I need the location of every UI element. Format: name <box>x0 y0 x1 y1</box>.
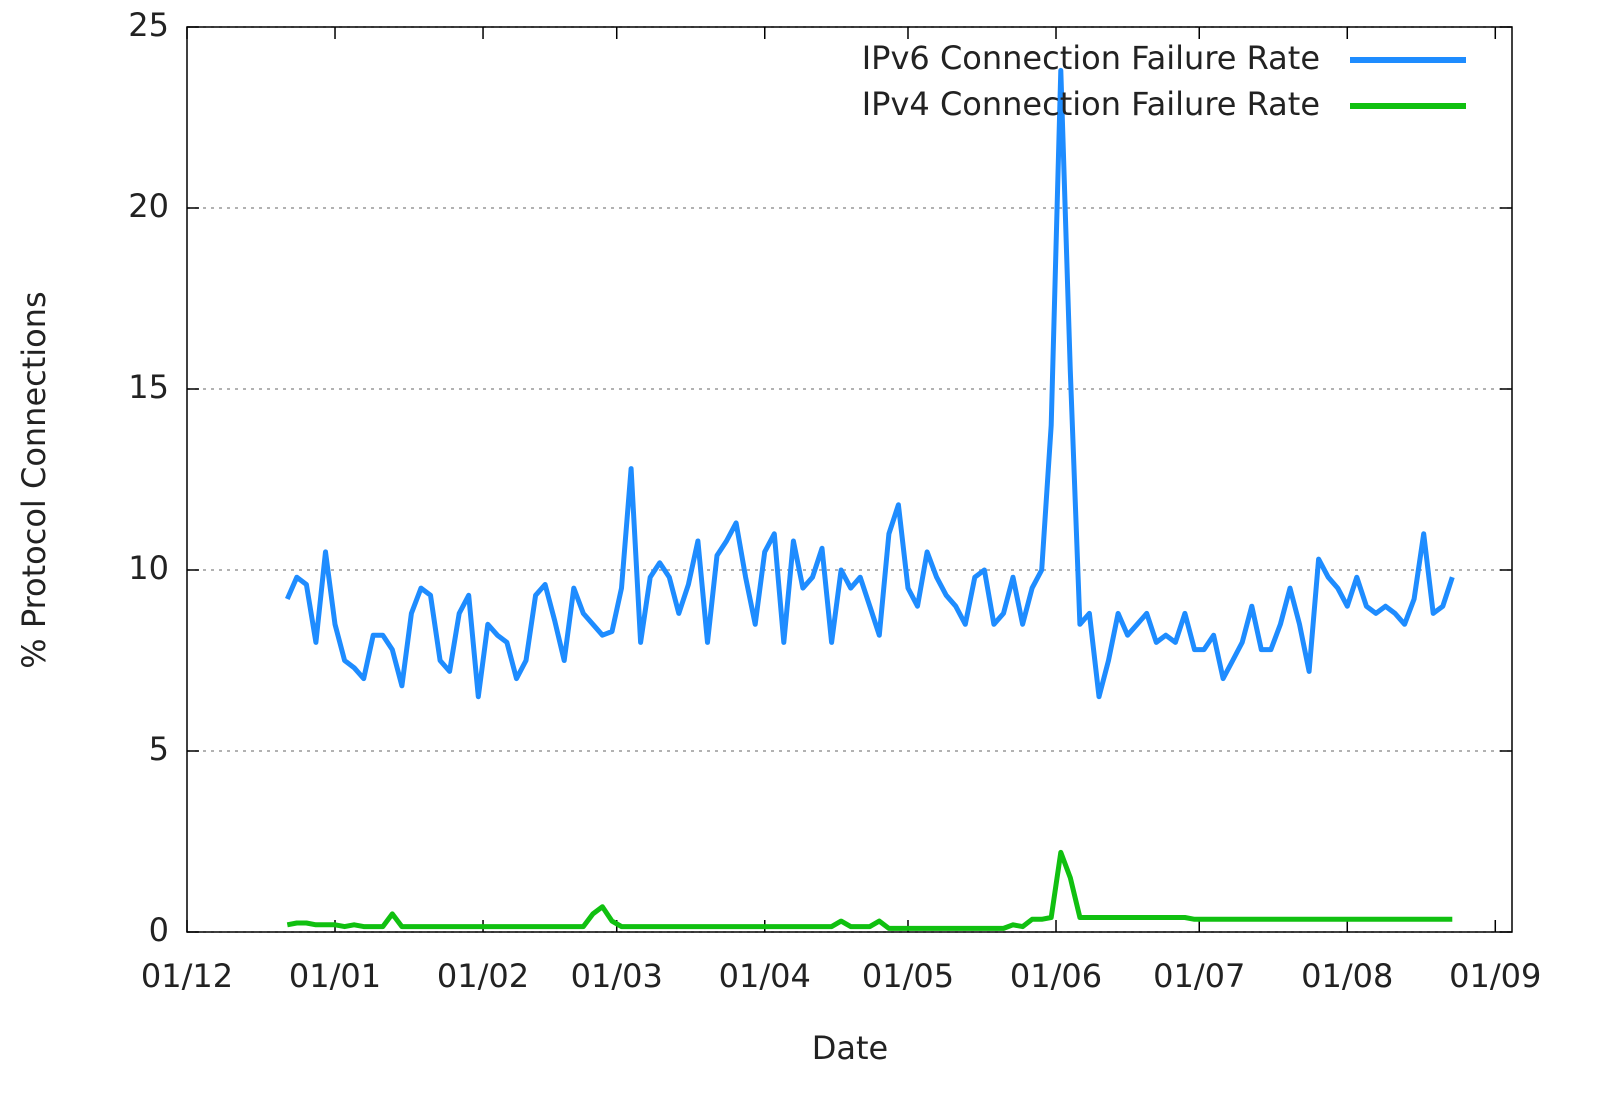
y-tick-label: 25 <box>128 6 169 44</box>
plot-frame <box>186 26 1513 933</box>
series-line <box>285 67 1455 700</box>
y-tick-label: 10 <box>128 549 169 587</box>
legend-label: IPv4 Connection Failure Rate <box>862 85 1320 123</box>
legend-label: IPv6 Connection Failure Rate <box>862 39 1320 77</box>
x-tick-label: 01/08 <box>1301 957 1393 995</box>
y-tick-label: 5 <box>149 730 169 768</box>
x-tick-label: 01/03 <box>571 957 663 995</box>
y-tick-label: 0 <box>149 911 169 949</box>
x-tick-label: 01/09 <box>1449 957 1541 995</box>
series-line <box>286 849 1453 931</box>
x-tick-label: 01/02 <box>437 957 529 995</box>
x-tick-label: 01/12 <box>141 957 233 995</box>
x-tick-label: 01/07 <box>1153 957 1245 995</box>
x-axis-label: Date <box>812 1029 888 1067</box>
x-tick-label: 01/06 <box>1010 957 1102 995</box>
x-tick-label: 01/01 <box>289 957 381 995</box>
x-tick-label: 01/05 <box>862 957 954 995</box>
y-axis-label: % Protocol Connections <box>15 291 53 668</box>
y-tick-label: 20 <box>128 187 169 225</box>
y-tick-label: 15 <box>128 368 169 406</box>
x-tick-label: 01/04 <box>719 957 811 995</box>
